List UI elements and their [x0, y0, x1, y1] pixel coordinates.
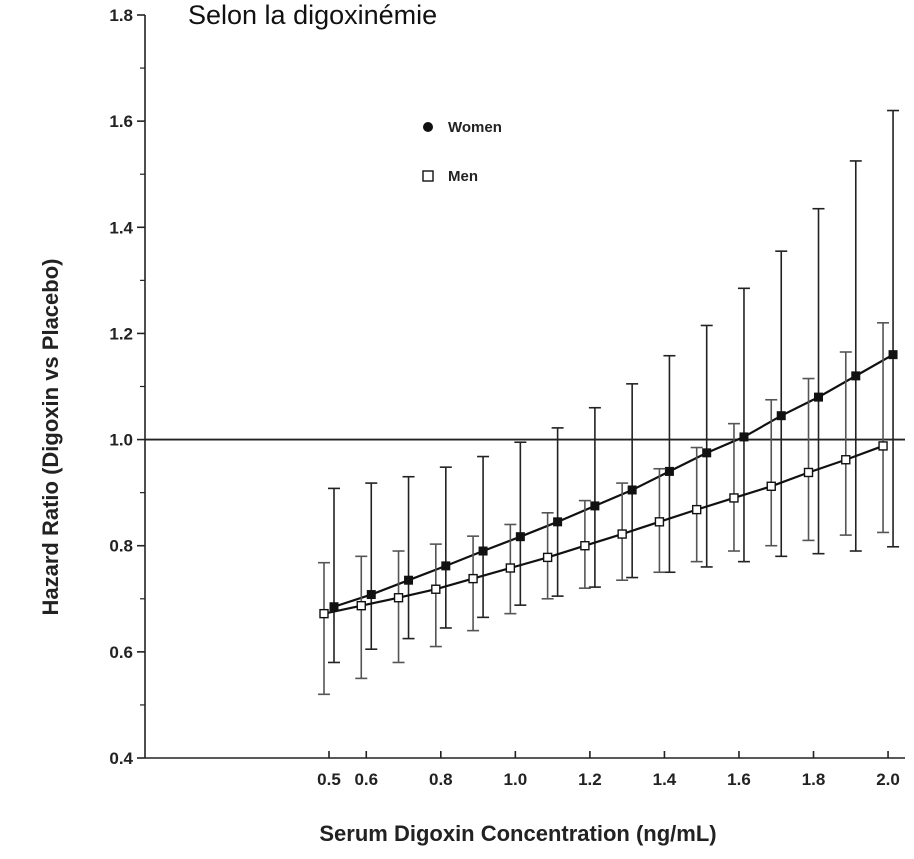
data-point	[814, 392, 824, 402]
x-tick-label: 1.2	[578, 770, 602, 789]
data-point	[542, 552, 553, 563]
data-point	[478, 546, 488, 556]
data-point	[729, 493, 739, 503]
data-point	[393, 593, 404, 603]
y-tick-label: 0.6	[109, 643, 133, 662]
data-point	[553, 517, 563, 527]
y-tick-label: 1.4	[109, 218, 133, 237]
data-point	[692, 504, 702, 515]
series-line	[323, 444, 884, 615]
series-women	[328, 109, 900, 664]
data-point	[851, 371, 861, 381]
data-point	[664, 466, 674, 476]
data-point	[766, 481, 776, 491]
data-point	[878, 441, 888, 451]
legend-label-men: Men	[448, 168, 478, 185]
data-point	[319, 608, 329, 619]
data-point	[617, 529, 627, 539]
data-point	[654, 517, 665, 527]
data-point	[366, 590, 376, 600]
legend-marker-men	[422, 170, 434, 182]
data-point	[580, 541, 590, 551]
x-tick-label: 1.4	[653, 770, 677, 789]
y-tick-label: 1.8	[109, 6, 133, 25]
y-tick-label: 0.4	[109, 749, 133, 768]
y-tick-label: 0.8	[109, 537, 133, 556]
x-tick-label: 1.6	[727, 770, 751, 789]
x-tick-label: 2.0	[876, 770, 900, 789]
data-point	[888, 350, 898, 360]
legend-label-women: Women	[448, 119, 502, 136]
x-tick-label: 0.5	[317, 770, 341, 789]
data-point	[505, 563, 516, 573]
data-point	[590, 501, 600, 511]
x-tick-label: 0.6	[354, 770, 378, 789]
data-point	[404, 575, 414, 585]
axes: 0.4 0.6 0.8 1.0 1.2 1.4 1.6 1.8 0.5 0.6 0.8 1.0 1.2 1…	[109, 6, 905, 789]
y-tick-label: 1.0	[109, 431, 133, 450]
data-point	[431, 584, 441, 594]
legend: Women Men	[422, 119, 502, 185]
data-point	[329, 602, 339, 612]
data-point	[627, 485, 637, 495]
x-tick-label: 1.0	[504, 770, 528, 789]
data-point	[356, 600, 366, 611]
data-point	[441, 561, 451, 571]
y-tick-label: 1.2	[109, 324, 133, 343]
chart-title: Selon la digoxinémie	[188, 0, 437, 30]
y-tick-label: 1.6	[109, 112, 133, 131]
series-line	[333, 353, 894, 608]
data-point	[841, 455, 851, 465]
data-point	[803, 467, 814, 478]
data-point	[702, 448, 712, 458]
series-layer	[318, 109, 900, 696]
data-point	[739, 432, 749, 442]
x-axis-title: Serum Digoxin Concentration (ng/mL)	[319, 821, 716, 846]
x-tick-label: 1.8	[802, 770, 826, 789]
series-men	[318, 322, 890, 696]
y-axis-title: Hazard Ratio (Digoxin vs Placebo)	[38, 259, 63, 616]
data-point	[515, 532, 525, 542]
x-tick-label: 0.8	[429, 770, 453, 789]
data-point	[468, 573, 478, 584]
data-point	[776, 411, 786, 421]
legend-marker-women	[423, 122, 433, 132]
